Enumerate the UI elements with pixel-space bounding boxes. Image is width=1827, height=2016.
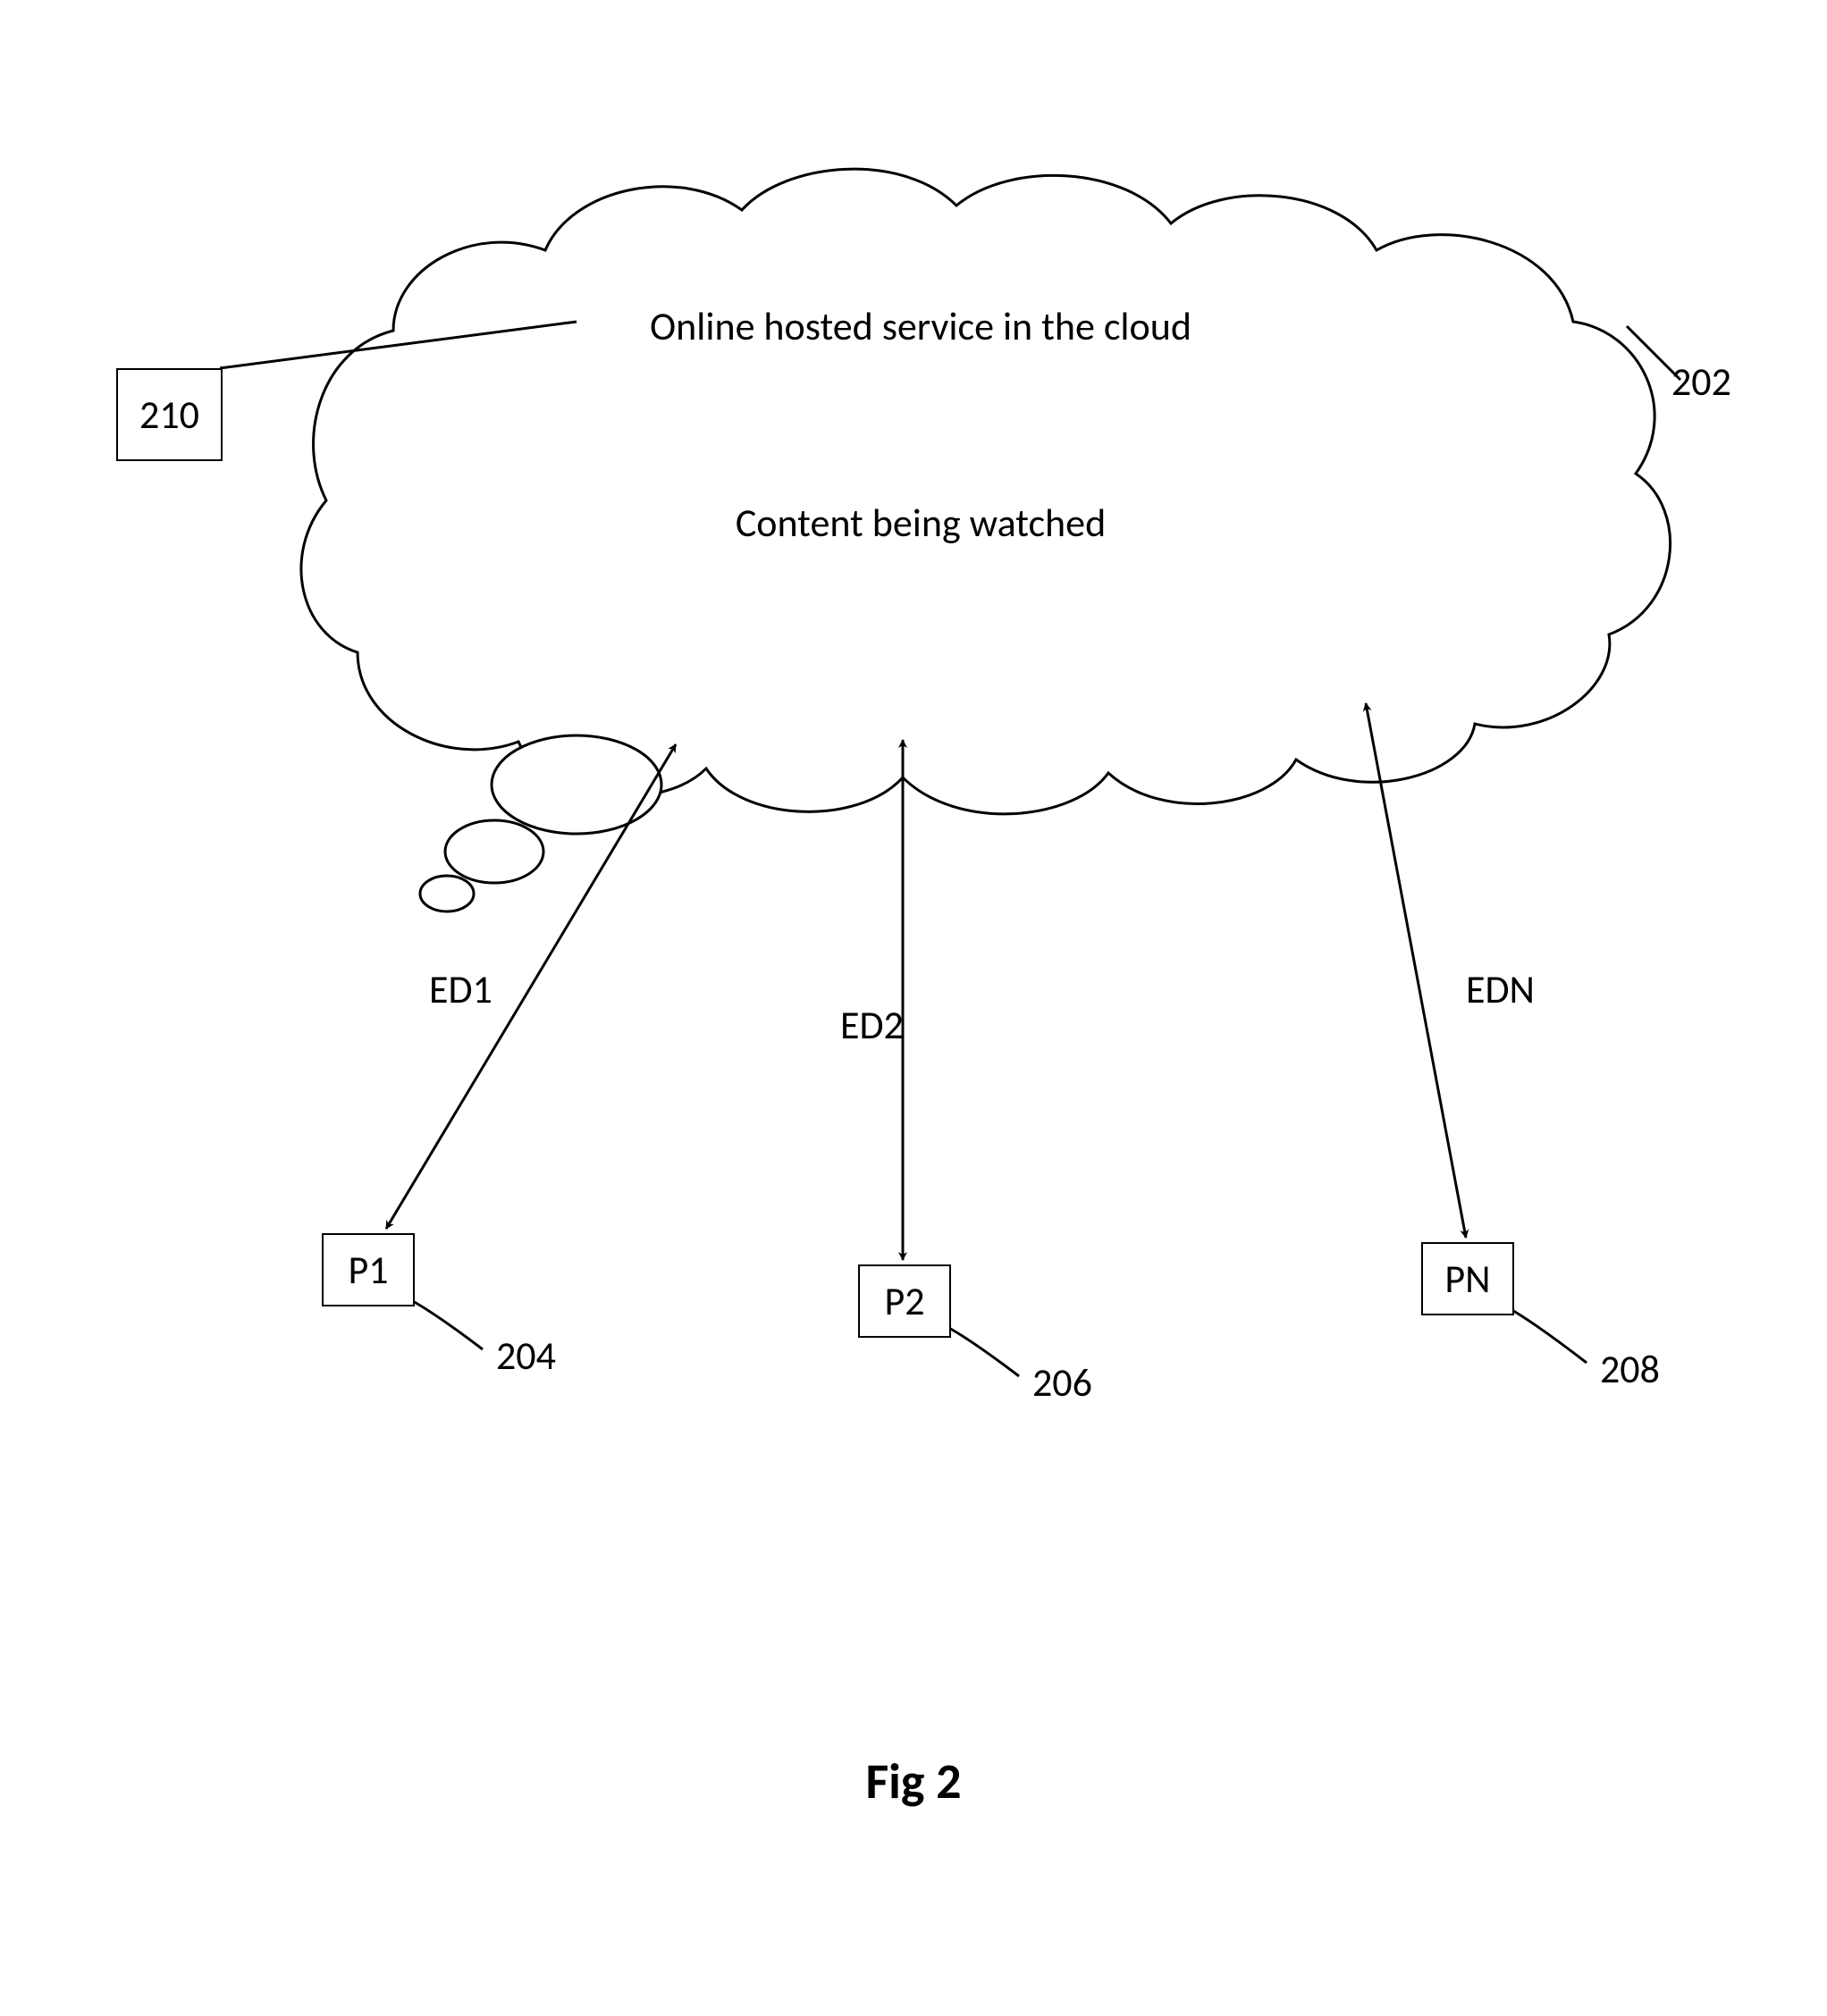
ref-206: 206 — [1032, 1358, 1092, 1407]
edge-label-EDN: EDN — [1466, 965, 1535, 1013]
ref-208: 208 — [1600, 1345, 1660, 1393]
node-P2: P2 — [858, 1264, 951, 1338]
leader-208 — [1511, 1309, 1587, 1363]
ref-210-label: 210 — [139, 391, 199, 439]
ref-204: 204 — [496, 1331, 556, 1380]
node-P1: P1 — [322, 1233, 415, 1306]
ref-202: 202 — [1671, 357, 1731, 406]
cloud-title: Online hosted service in the cloud — [650, 302, 1191, 350]
leader-206 — [947, 1327, 1019, 1376]
edge-EDN — [1366, 703, 1466, 1238]
cloud-shape — [301, 169, 1671, 814]
figure-caption: Fig 2 — [865, 1751, 961, 1812]
node-PN: PN — [1421, 1242, 1514, 1315]
node-label-P1: P1 — [348, 1246, 388, 1294]
thought-bubbles — [420, 735, 661, 911]
node-label-P2: P2 — [884, 1277, 924, 1325]
node-label-PN: PN — [1444, 1255, 1490, 1303]
edge-label-ED1: ED1 — [429, 965, 493, 1013]
ref-210-box: 210 — [116, 368, 223, 461]
edge-label-ED2: ED2 — [840, 1001, 904, 1049]
leader-204 — [411, 1300, 483, 1349]
cloud-subtitle: Content being watched — [736, 499, 1106, 547]
leader-210 — [220, 322, 577, 368]
